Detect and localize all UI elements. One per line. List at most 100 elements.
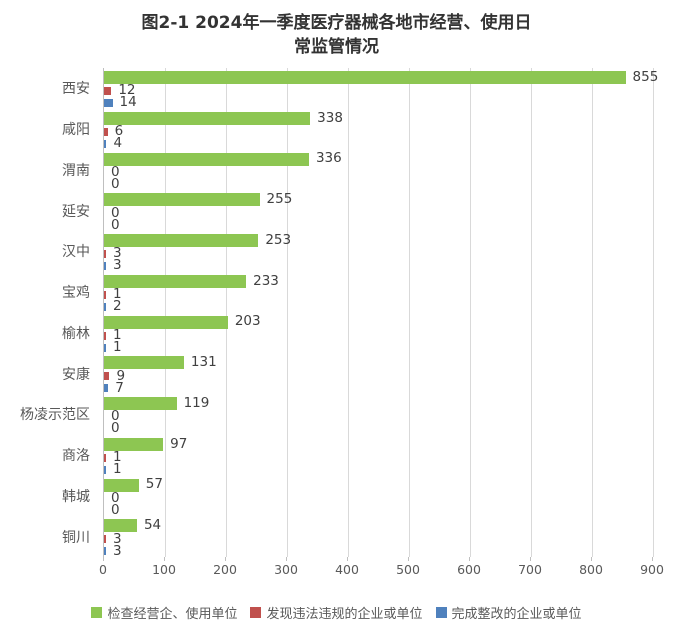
value-label: 1 <box>113 338 122 355</box>
bar-group: 57 0 0 <box>104 476 652 518</box>
x-tick-mark <box>591 557 592 561</box>
x-tick-label: 700 <box>518 562 542 577</box>
value-label: 0 <box>111 501 120 518</box>
bar-violations <box>104 290 106 299</box>
bar-inspected <box>104 356 184 370</box>
value-label: 131 <box>190 354 217 370</box>
bar-row: 1 <box>104 287 652 301</box>
bar-rectified <box>104 343 106 352</box>
category-label: 汉中 <box>62 244 90 261</box>
x-tick-mark <box>652 557 653 561</box>
category-label: 西安 <box>62 81 90 98</box>
bar-chart: 西安 咸阳 渭南 延安 汉中 宝鸡 榆林 安康 杨凌示范区 商洛 韩城 铜川 855 12 14 338 6 4… <box>0 68 673 580</box>
bar-inspected <box>104 397 177 410</box>
bar-inspected <box>104 519 137 533</box>
bar-row: 1 <box>104 450 652 464</box>
bar-row: 855 <box>104 70 658 85</box>
bar-row: 0 <box>104 501 652 518</box>
value-label: 97 <box>170 435 188 452</box>
category-label: 榆林 <box>62 325 90 342</box>
bar-row: 3 <box>104 542 652 559</box>
bar-violations <box>104 372 110 381</box>
x-tick-label: 600 <box>457 562 481 577</box>
bar-row: 0 <box>104 165 652 179</box>
legend-item-inspected: 检查经营企、使用单位 <box>91 603 237 622</box>
category-label: 铜川 <box>62 529 90 546</box>
value-label: 0 <box>111 216 120 233</box>
x-tick-mark <box>286 557 287 561</box>
bar-group: 54 3 3 <box>104 516 652 557</box>
gridline <box>531 68 532 557</box>
bar-rectified <box>104 262 106 270</box>
bar-row: 9 <box>104 367 652 384</box>
bar-row: 255 <box>104 192 652 207</box>
bar-group: 855 12 14 <box>104 68 658 109</box>
bar-rectified <box>104 465 106 474</box>
value-label: 255 <box>266 191 293 207</box>
bar-row: 131 <box>104 355 652 370</box>
x-tick-mark <box>225 557 226 561</box>
value-label: 338 <box>317 109 343 126</box>
bar-rectified <box>104 139 107 148</box>
bar-violations <box>104 331 106 340</box>
bar-row: 0 <box>104 216 652 233</box>
bar-inspected <box>104 71 626 84</box>
legend-label: 完成整改的企业或单位 <box>451 607 582 622</box>
value-label: 0 <box>111 204 120 221</box>
bar-violations <box>104 535 106 544</box>
bar-violations <box>104 453 106 462</box>
bar-row: 12 <box>104 84 652 97</box>
legend-label: 检查经营企、使用单位 <box>107 607 238 622</box>
x-tick-label: 400 <box>335 562 359 577</box>
chart-title-line2: 常监管情况 <box>294 37 379 57</box>
chart-legend: 检查经营企、使用单位 发现违法违规的企业或单位 完成整改的企业或单位 <box>0 603 673 622</box>
bar-group: 97 1 1 <box>104 435 652 476</box>
bar-group: 119 0 0 <box>104 394 652 435</box>
x-axis: 0 100 200 300 400 500 600 700 800 900 <box>99 557 664 580</box>
value-label: 1 <box>113 461 122 477</box>
bar-rectified <box>104 99 113 107</box>
bar-inspected <box>104 234 259 247</box>
bar-violations <box>104 87 112 95</box>
value-label: 3 <box>113 245 122 262</box>
value-label: 9 <box>116 367 126 384</box>
category-label: 咸阳 <box>62 122 90 139</box>
category-label: 安康 <box>62 366 90 383</box>
value-label: 3 <box>113 542 122 559</box>
bar-inspected <box>104 437 164 451</box>
x-tick-mark <box>408 557 409 561</box>
plot-area: 855 12 14 338 6 4 336 0 0 255 0 0 253 3 3 233 1 2 203 1 1 131… <box>103 68 658 557</box>
gridline <box>470 68 471 557</box>
x-tick-mark <box>530 557 531 561</box>
bar-row: 233 <box>104 274 652 289</box>
bar-row: 1 <box>104 461 652 477</box>
y-axis-labels: 西安 咸阳 渭南 延安 汉中 宝鸡 榆林 安康 杨凌示范区 商洛 韩城 铜川 <box>0 68 103 557</box>
bar-row: 57 <box>104 478 652 493</box>
chart-title: 图2-1 2024年一季度医疗器械各地市经营、使用日 常监管情况 <box>0 0 673 59</box>
gridline <box>226 68 227 557</box>
bar-group: 203 1 1 <box>104 313 652 355</box>
gridline <box>653 68 654 557</box>
bar-row: 2 <box>104 298 652 314</box>
x-tick-label: 800 <box>579 562 603 577</box>
bar-inspected <box>104 478 139 492</box>
value-label: 2 <box>113 298 122 314</box>
value-label: 119 <box>183 394 210 411</box>
bar-row: 0 <box>104 422 652 435</box>
value-label: 4 <box>113 135 123 151</box>
bar-group: 255 0 0 <box>104 190 652 231</box>
gridline <box>287 68 288 557</box>
value-label: 57 <box>145 476 163 493</box>
x-tick-label: 300 <box>274 562 298 577</box>
legend-marker-blue <box>435 607 447 618</box>
bar-row: 203 <box>104 315 652 330</box>
bar-row: 253 <box>104 233 652 248</box>
x-tick-label: 200 <box>213 562 237 577</box>
bar-row: 338 <box>104 111 652 126</box>
bar-inspected <box>104 193 260 207</box>
value-label: 233 <box>253 272 279 289</box>
bar-row: 3 <box>104 532 652 545</box>
value-label: 855 <box>632 68 659 85</box>
bar-rectified <box>104 547 106 556</box>
category-label: 延安 <box>62 203 90 220</box>
